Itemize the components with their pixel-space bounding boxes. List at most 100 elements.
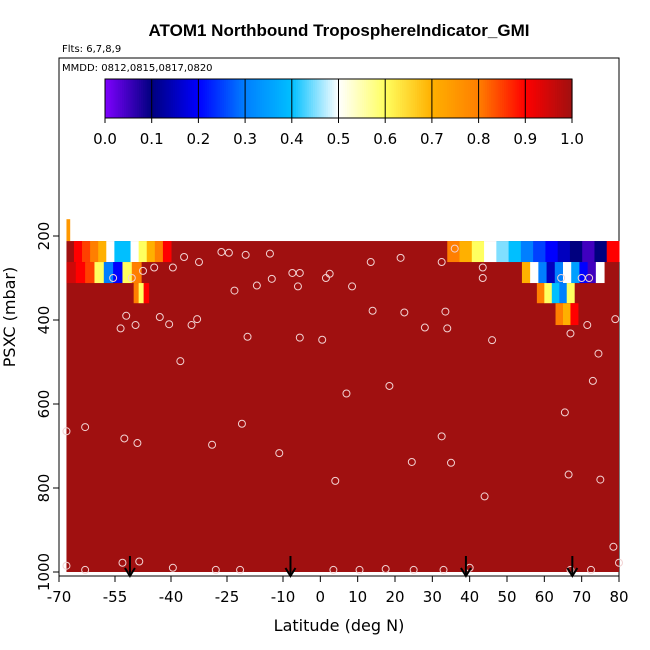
colorbar-segment [459, 79, 463, 118]
heatmap-cell [130, 241, 140, 263]
colorbar-segment [304, 79, 308, 118]
colorbar-segment [383, 79, 386, 118]
heatmap-cell [521, 262, 531, 284]
colorbar-tick-label: 0.6 [373, 130, 397, 148]
colorbar-segment [465, 79, 469, 118]
observation-point [594, 349, 603, 358]
observation-point [585, 274, 594, 282]
colorbar-segment [236, 79, 240, 118]
observation-point [120, 434, 129, 443]
observation-point [488, 336, 497, 345]
colorbar-segment [230, 79, 233, 118]
heatmap-cell [595, 262, 605, 284]
colorbar-segment [172, 79, 176, 118]
colorbar-tick-label: 0.8 [467, 130, 491, 148]
observation-point [224, 248, 233, 257]
colorbar-segment [557, 79, 560, 118]
observation-point [135, 557, 144, 566]
colorbar-segment [259, 79, 263, 118]
colorbar-segment [338, 79, 342, 118]
heatmap-cell [587, 262, 597, 284]
observation-point [611, 315, 620, 324]
colorbar-segment [561, 79, 565, 118]
heatmap-cell [594, 241, 608, 263]
colorbar-segment [434, 79, 437, 118]
colorbar-segment [544, 79, 548, 118]
observation-point [139, 266, 147, 275]
colorbar-segment [185, 79, 189, 118]
colorbar-tick-label: 0.3 [233, 130, 257, 148]
x-tick-label: 40 [460, 588, 479, 606]
colorbar-segment [446, 79, 450, 118]
colorbar-segment [453, 79, 456, 118]
colorbar-segment [196, 79, 199, 118]
y-tick-label: 600 [35, 390, 53, 419]
observation-point [385, 381, 394, 390]
colorbar-segment [376, 79, 380, 118]
colorbar-segment [374, 79, 378, 118]
colorbar-segment [368, 79, 371, 118]
observation-point [437, 432, 446, 441]
observation-point [176, 357, 185, 366]
colorbar-segment [442, 79, 446, 118]
colorbar-segment [111, 79, 115, 118]
colorbar-segment [457, 79, 461, 118]
heatmap-cell [82, 241, 91, 263]
colorbar-segment [281, 79, 284, 118]
colorbar-segment [474, 79, 478, 118]
colorbar-segment [370, 79, 374, 118]
colorbar-segment [115, 79, 119, 118]
observation-point [566, 329, 575, 338]
observation-point [420, 323, 429, 332]
colorbar-tick-label: 0.5 [327, 130, 351, 148]
colorbar-segment [385, 79, 388, 118]
colorbar-segment [516, 79, 520, 118]
colorbar-segment [334, 79, 337, 118]
observation-point [150, 263, 159, 272]
colorbar-segment [425, 79, 429, 118]
colorbar-segment [336, 79, 340, 118]
colorbar-tick-label: 0.1 [140, 130, 164, 148]
colorbar-segment [372, 79, 376, 118]
colorbar-segment [400, 79, 403, 118]
colorbar-segment [206, 79, 210, 118]
x-axis: -70 -55 -40 -25 -10 0 10 20 30 40 50 60 70 80 [47, 575, 629, 606]
observation-point [478, 263, 487, 272]
observation-point [267, 274, 276, 283]
observation-point [615, 558, 623, 567]
colorbar-segment [546, 79, 550, 118]
observation-points [62, 244, 623, 574]
heatmap-cell [154, 241, 164, 263]
colorbar-segment [353, 79, 357, 118]
colorbar-segment [535, 79, 539, 118]
observation-point [168, 263, 177, 272]
colorbar-segment [270, 79, 274, 118]
heatmap-cell [530, 262, 539, 284]
observation-point [293, 282, 302, 291]
colorbar-segment [361, 79, 365, 118]
colorbar-segment [283, 79, 287, 118]
observation-point [243, 332, 252, 341]
heatmap-cell [66, 262, 77, 284]
observation-point [295, 333, 304, 342]
heatmap-cell [459, 241, 473, 263]
heatmap-cell [133, 283, 140, 304]
heatmap-cell [122, 262, 133, 284]
colorbar-segment [245, 79, 248, 118]
x-tick-label: 20 [385, 588, 404, 606]
colorbar-segment [121, 79, 125, 118]
colorbar-segment [565, 79, 569, 118]
heatmap-cell [545, 241, 559, 263]
colorbar-segment [448, 79, 452, 118]
colorbar-segment [262, 79, 265, 118]
colorbar-segment [306, 79, 310, 118]
colorbar-segment [310, 79, 314, 118]
colorbar-segment [132, 79, 136, 118]
colorbar-segment [330, 79, 333, 118]
flights-note: Flts: 6,7,8,9 [62, 44, 121, 55]
colorbar-segment [429, 79, 433, 118]
colorbar-segment [279, 79, 282, 118]
colorbar-segment [355, 79, 359, 118]
observation-point [348, 282, 357, 291]
